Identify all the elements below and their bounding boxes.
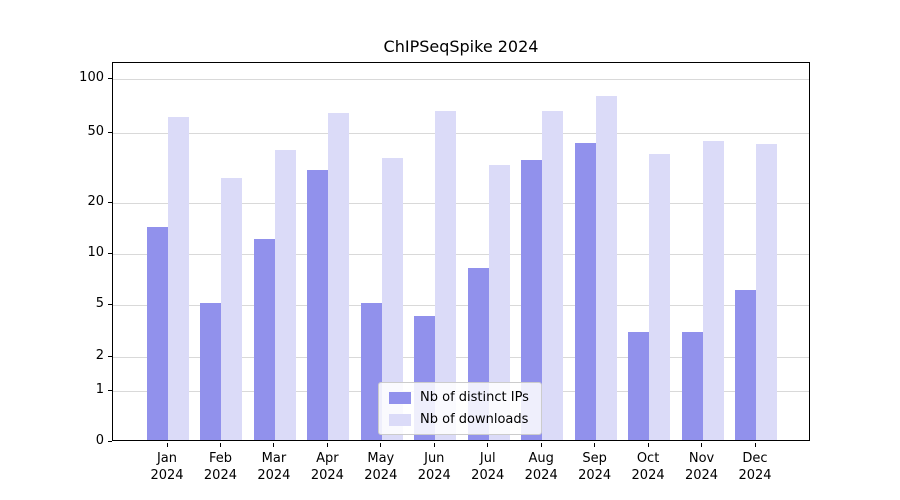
x-tick-mark <box>487 443 489 447</box>
legend: Nb of distinct IPs Nb of downloads <box>378 382 542 435</box>
x-tick-label-dec: Dec 2024 <box>738 451 772 483</box>
gridline-2 <box>113 356 809 358</box>
x-tick-mark <box>647 443 649 447</box>
gridline-10 <box>113 253 809 255</box>
bar-distinct-ips-sep <box>574 143 596 440</box>
y-tick-label-2: 2 <box>95 348 104 363</box>
x-tick-label-may: May 2024 <box>364 451 398 483</box>
bar-distinct-ips-apr <box>307 170 329 440</box>
gridline-20 <box>113 202 809 204</box>
x-tick-label-jul: Jul 2024 <box>471 451 505 483</box>
x-tick-mark <box>433 443 435 447</box>
y-tick-label-50: 50 <box>87 124 104 139</box>
bar-distinct-ips-nov <box>681 332 703 440</box>
bar-distinct-ips-mar <box>253 239 275 440</box>
x-tick-label-apr: Apr 2024 <box>310 451 344 483</box>
y-tick-mark <box>108 356 112 357</box>
bar-downloads-aug <box>542 111 564 440</box>
chart-title: ChIPSeqSpike 2024 <box>383 37 539 56</box>
x-tick-mark <box>219 443 221 447</box>
x-tick-label-jun: Jun 2024 <box>417 451 451 483</box>
bar-downloads-feb <box>221 178 243 440</box>
legend-swatch-downloads <box>389 413 411 426</box>
y-tick-label-5: 5 <box>95 296 104 311</box>
legend-label-downloads: Nb of downloads <box>420 412 529 427</box>
bar-downloads-dec <box>756 144 777 440</box>
y-tick-mark <box>108 253 112 254</box>
x-tick-mark <box>166 443 168 447</box>
x-tick-label-jan: Jan 2024 <box>150 451 184 483</box>
y-tick-mark <box>108 202 112 203</box>
gridline-50 <box>113 132 809 134</box>
gridline-5 <box>113 304 809 306</box>
x-tick-label-feb: Feb 2024 <box>203 451 237 483</box>
x-tick-mark <box>326 443 328 447</box>
bar-distinct-ips-may <box>360 303 382 440</box>
y-tick-mark <box>108 441 112 442</box>
y-tick-label-0: 0 <box>95 433 104 448</box>
bar-distinct-ips-jan <box>147 227 168 440</box>
bar-downloads-oct <box>649 154 671 440</box>
gridline-100 <box>113 78 809 80</box>
y-tick-label-100: 100 <box>79 70 104 85</box>
y-tick-mark <box>108 304 112 305</box>
y-tick-mark <box>108 132 112 133</box>
x-tick-mark <box>754 443 756 447</box>
legend-item-downloads: Nb of downloads <box>389 412 529 427</box>
y-tick-label-20: 20 <box>87 194 104 209</box>
x-tick-label-nov: Nov 2024 <box>684 451 719 483</box>
legend-swatch-distinct-ips <box>389 391 411 404</box>
bar-downloads-apr <box>328 113 350 440</box>
bar-downloads-mar <box>274 150 296 440</box>
y-tick-label-1: 1 <box>95 382 104 397</box>
bar-distinct-ips-feb <box>200 303 222 440</box>
x-tick-mark <box>594 443 596 447</box>
x-tick-label-mar: Mar 2024 <box>257 451 291 483</box>
bar-downloads-nov <box>702 141 724 440</box>
bar-distinct-ips-oct <box>628 332 650 440</box>
y-tick-label-10: 10 <box>87 245 104 260</box>
x-tick-mark <box>701 443 703 447</box>
y-tick-mark <box>108 78 112 79</box>
plot-area: Nb of distinct IPs Nb of downloads <box>112 62 810 441</box>
y-tick-mark <box>108 390 112 391</box>
x-tick-label-oct: Oct 2024 <box>631 451 665 483</box>
x-tick-label-sep: Sep 2024 <box>578 451 612 483</box>
bar-downloads-jan <box>168 117 189 440</box>
bar-downloads-sep <box>595 96 617 440</box>
x-tick-mark <box>540 443 542 447</box>
bar-distinct-ips-aug <box>521 160 543 440</box>
bar-downloads-may <box>381 158 403 440</box>
bar-downloads-jun <box>435 111 457 440</box>
bar-distinct-ips-dec <box>735 290 756 440</box>
x-tick-mark <box>273 443 275 447</box>
x-tick-label-aug: Aug 2024 <box>524 451 558 483</box>
legend-item-distinct-ips: Nb of distinct IPs <box>389 390 529 405</box>
x-tick-mark <box>380 443 382 447</box>
bar-downloads-jul <box>488 165 510 440</box>
legend-label-distinct-ips: Nb of distinct IPs <box>420 390 529 405</box>
